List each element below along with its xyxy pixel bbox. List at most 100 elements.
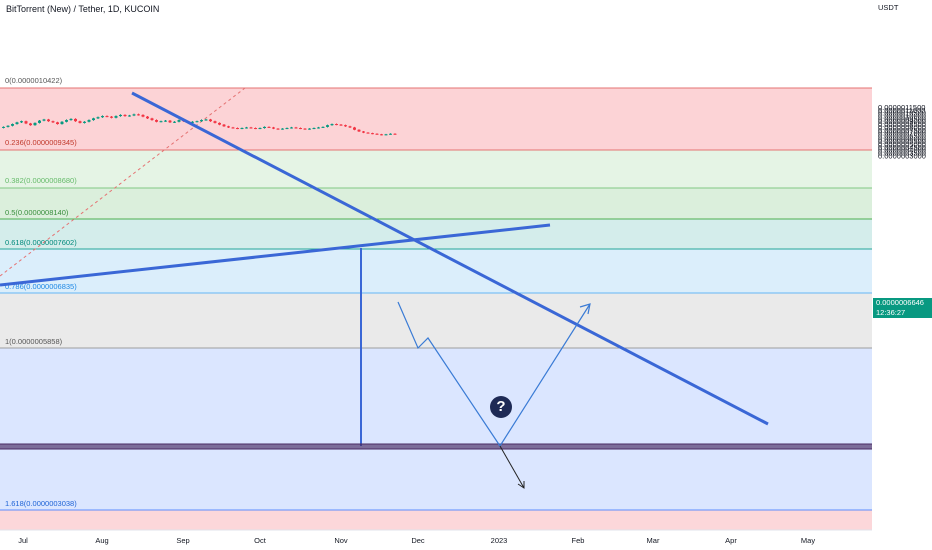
time-tick-label: Jul <box>18 536 28 545</box>
projection-alt-line <box>499 445 525 489</box>
price-axis[interactable]: USDT <box>872 0 932 530</box>
time-tick-label: Feb <box>572 536 585 545</box>
candle-body <box>87 120 91 122</box>
candle-body <box>105 116 109 118</box>
candle-body <box>65 120 68 122</box>
candle-body <box>29 123 32 126</box>
candle-body <box>20 121 23 123</box>
price-tick-label: 0.0000003000 <box>878 151 926 160</box>
candle-body <box>92 118 95 121</box>
candle-body <box>222 124 226 127</box>
fib-label-1: 1(0.0000005858) <box>5 337 63 346</box>
candle-body <box>272 127 275 129</box>
fib-lines <box>0 87 872 511</box>
fib-labels: 0(0.0000010422) 0.236(0.0000009345) 0.38… <box>5 76 77 508</box>
candle-body <box>128 115 131 117</box>
candle-body <box>2 126 5 128</box>
candle-body <box>47 119 50 122</box>
fib-label-1618: 1.618(0.0000003038) <box>5 499 77 508</box>
symbol-title[interactable]: BitTorrent (New) / Tether, 1D, KUCOIN <box>6 4 160 14</box>
price-tick-label: 0.0000007000 <box>878 129 926 138</box>
fib-label-0382: 0.382(0.0000008680) <box>5 176 77 185</box>
fib-zone-0618-0786 <box>0 249 872 293</box>
candle-body <box>380 134 383 136</box>
candle-body <box>101 116 104 118</box>
candle-body <box>15 122 19 125</box>
price-axis-unit: USDT <box>878 3 899 12</box>
price-tick-label: 0.0000010000 <box>878 112 926 121</box>
candle-body <box>141 114 145 117</box>
descending-trendline[interactable] <box>131 91 769 426</box>
candle-body <box>281 128 284 130</box>
candle-body <box>204 119 208 121</box>
time-tick-label: 2023 <box>491 536 508 545</box>
candle-body <box>78 121 82 123</box>
candle-body <box>321 126 325 128</box>
projection-path[interactable] <box>397 301 591 448</box>
candle-body <box>164 120 167 122</box>
price-tick-label: 0.0000006500 <box>878 131 926 140</box>
candle-body <box>384 134 388 136</box>
price-tick-label: 0.0000003500 <box>878 149 926 158</box>
fib-label-0786: 0.786(0.0000006835) <box>5 282 77 291</box>
ascending-trendline[interactable] <box>0 223 551 287</box>
candle-body <box>51 121 55 123</box>
projection-arrowhead-up <box>579 303 591 315</box>
fib-label-0618: 0.618(0.0000007602) <box>5 238 77 247</box>
candle-body <box>330 124 334 126</box>
candle-body <box>375 133 379 135</box>
candle-body <box>240 128 244 130</box>
candle-body <box>6 125 10 127</box>
fib-zone-05-0618 <box>0 219 872 249</box>
candle-body <box>263 126 266 129</box>
time-tick-label: Oct <box>254 536 267 545</box>
candle-body <box>353 127 356 130</box>
candle-body <box>38 120 41 123</box>
question-mark-icon[interactable]: ? <box>490 396 512 418</box>
candle-body <box>155 120 158 122</box>
time-tick-label: Apr <box>725 536 737 545</box>
projection-arrowhead-down <box>517 481 525 489</box>
fib-zones <box>0 88 872 530</box>
candle-body <box>110 116 113 118</box>
price-tick-label: 0.0000006000 <box>878 134 926 143</box>
candle-body <box>393 133 397 135</box>
time-tick-label: Nov <box>334 536 348 545</box>
time-tick-label: Aug <box>95 536 108 545</box>
candle-body <box>285 128 289 130</box>
candle-body <box>209 119 212 122</box>
fib-zone-0786-1 <box>0 293 872 348</box>
fib-label-05: 0.5(0.0000008140) <box>5 208 69 217</box>
fib-label-0236: 0.236(0.0000009345) <box>5 138 77 147</box>
candle-body <box>317 127 320 129</box>
time-axis[interactable] <box>0 529 932 550</box>
time-axis-bg <box>0 530 932 550</box>
support-band <box>0 443 872 450</box>
candle-body <box>123 114 127 117</box>
candle-body <box>254 128 257 130</box>
price-tick-label: 0.0000004000 <box>878 146 926 155</box>
fib-zone-below-1618 <box>0 510 872 530</box>
candle-body <box>236 128 239 130</box>
fib-zone-0382-05 <box>0 188 872 219</box>
price-axis-bg <box>872 0 932 530</box>
candle-body <box>276 128 280 130</box>
candle-body <box>74 118 77 122</box>
candle-body <box>150 118 154 121</box>
candle-body <box>146 116 149 119</box>
price-tick-label: 0.0000008000 <box>878 123 926 132</box>
price-tick-label: 0.0000009500 <box>878 114 926 123</box>
candles <box>2 113 397 136</box>
candle-body <box>24 121 28 124</box>
candle-body <box>335 124 338 126</box>
fib-zone-0236-0382 <box>0 150 872 188</box>
candle-body <box>200 120 203 122</box>
candle-body <box>290 127 293 129</box>
candle-body <box>159 121 163 123</box>
candle-body <box>357 129 361 132</box>
candle-body <box>137 114 140 116</box>
candle-body <box>168 120 172 123</box>
candle-body <box>173 121 176 123</box>
candle-body <box>132 114 136 116</box>
